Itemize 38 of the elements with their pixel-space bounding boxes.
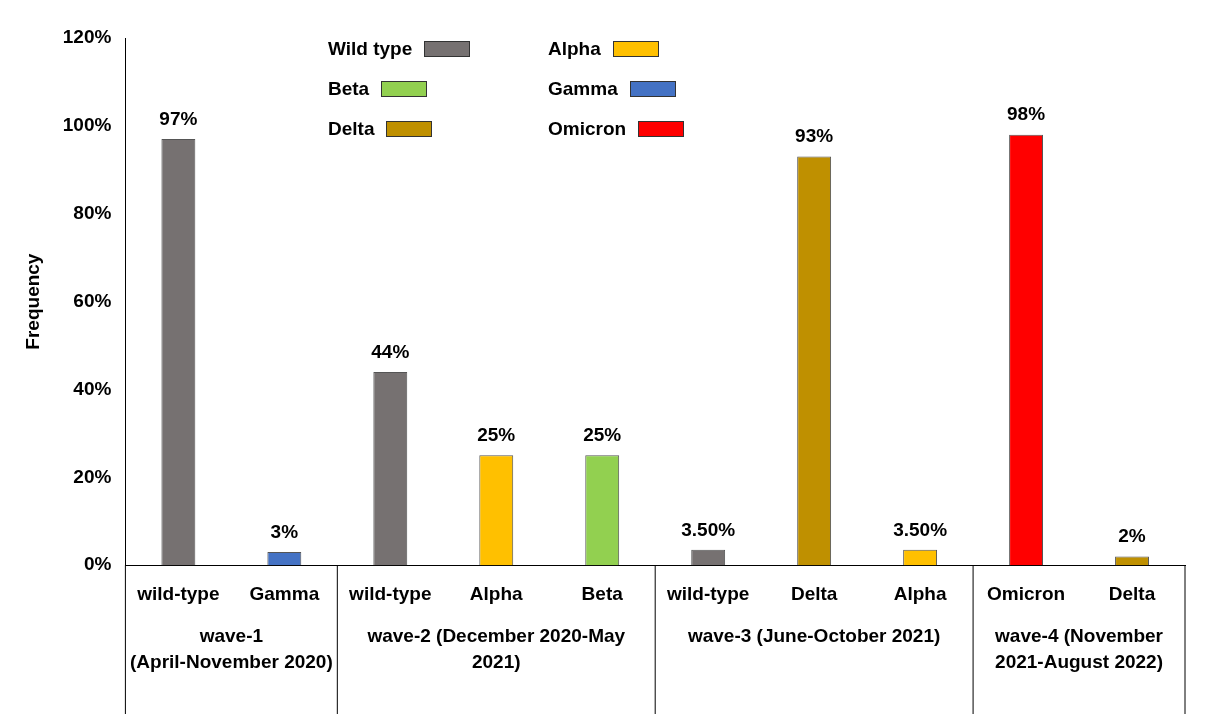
y-tick-label: 60% xyxy=(73,289,112,311)
data-label: 3.50% xyxy=(681,518,736,540)
data-label: 93% xyxy=(795,125,834,147)
legend-label: Delta xyxy=(328,118,375,140)
legend-label: Alpha xyxy=(548,38,601,60)
data-label: 25% xyxy=(583,424,622,446)
legend-label: Omicron xyxy=(548,118,627,140)
y-tick-label: 0% xyxy=(83,553,112,575)
x-tick-label: Delta xyxy=(790,582,838,604)
x-tick-label: wild-type xyxy=(136,582,220,604)
y-tick-label: 120% xyxy=(62,26,112,48)
x-tick-label: Omicron xyxy=(987,582,1066,604)
data-label: 98% xyxy=(1007,103,1046,125)
data-label: 44% xyxy=(371,340,410,362)
y-tick-label: 40% xyxy=(73,377,112,399)
x-tick-label: wild-type xyxy=(666,582,750,604)
data-label: 2% xyxy=(1118,525,1146,547)
legend-label: Gamma xyxy=(548,78,618,100)
x-tick-label: wild-type xyxy=(348,582,432,604)
text: wave-2 (December 2020-May 2021) xyxy=(366,624,626,672)
legend-label: Beta xyxy=(328,78,370,100)
x-tick-label: Alpha xyxy=(893,582,947,604)
legend-label: Wild type xyxy=(328,38,413,60)
x-tick-label: Delta xyxy=(1108,582,1156,604)
y-tick-label: 100% xyxy=(62,114,112,136)
y-axis-title: Frequency xyxy=(21,253,43,350)
text: wave-1 (April-November 2020) xyxy=(129,624,333,672)
data-label: 97% xyxy=(159,107,198,129)
x-tick-label: Alpha xyxy=(469,582,524,604)
text: wave-3 (June-October 2021) xyxy=(686,624,941,646)
y-tick-label: 20% xyxy=(73,465,112,487)
x-tick-label: Gamma xyxy=(249,582,320,604)
x-tick-label: Beta xyxy=(581,582,624,604)
text: wave-4 (November 2021-August 2022) xyxy=(994,624,1164,672)
data-label: 25% xyxy=(477,424,516,446)
y-tick-label: 80% xyxy=(73,201,112,223)
data-label: 3.50% xyxy=(893,518,948,540)
data-label: 3% xyxy=(270,520,299,542)
